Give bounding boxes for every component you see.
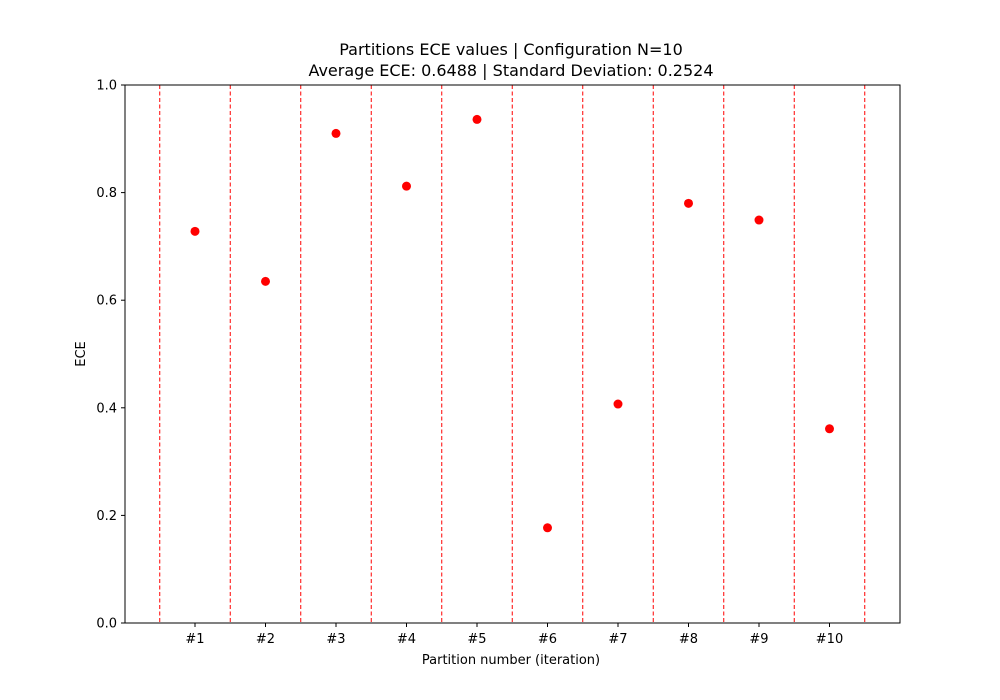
y-tick-label: 1.0 [96, 79, 117, 94]
data-point [543, 523, 552, 533]
chart-subtitle: Average ECE: 0.6488 | Standard Deviation… [308, 61, 713, 80]
x-axis-label: Partition number (iteration) [422, 653, 600, 668]
data-point [402, 181, 411, 191]
x-tick-label: #4 [397, 632, 416, 647]
y-axis-label: ECE [74, 341, 89, 367]
x-tick-label: #8 [679, 632, 698, 647]
y-axis-ticks: 0.0 0.2 0.4 0.6 0.8 1.0 [96, 79, 125, 632]
x-tick-label: #5 [467, 632, 486, 647]
data-point [331, 128, 341, 138]
x-tick-label: #6 [538, 632, 557, 647]
y-tick-label: 0.2 [96, 509, 117, 524]
data-point [190, 226, 200, 236]
x-axis-ticks: #1 #2 #3 #4 #5 #6 #7 #8 #9 #10 [185, 623, 843, 647]
y-tick-label: 0.8 [96, 186, 117, 201]
data-point [684, 198, 693, 208]
data-point [472, 114, 482, 124]
data-point [825, 424, 834, 434]
plot-frame [124, 84, 901, 624]
x-tick-label: #9 [749, 632, 768, 647]
separator-lines [159, 85, 866, 623]
y-tick-label: 0.6 [96, 294, 117, 309]
chart-title: Partitions ECE values | Configuration N=… [339, 40, 683, 59]
y-tick-label: 0.4 [96, 401, 117, 416]
y-tick-label: 0.0 [96, 617, 117, 632]
data-point [261, 276, 270, 286]
x-tick-label: #1 [185, 632, 204, 647]
x-tick-label: #7 [608, 632, 627, 647]
x-tick-label: #3 [326, 632, 345, 647]
data-point [754, 215, 764, 225]
x-tick-label: #10 [816, 632, 843, 647]
data-point [613, 399, 623, 409]
data-points [190, 114, 834, 533]
x-tick-label: #2 [256, 632, 275, 647]
